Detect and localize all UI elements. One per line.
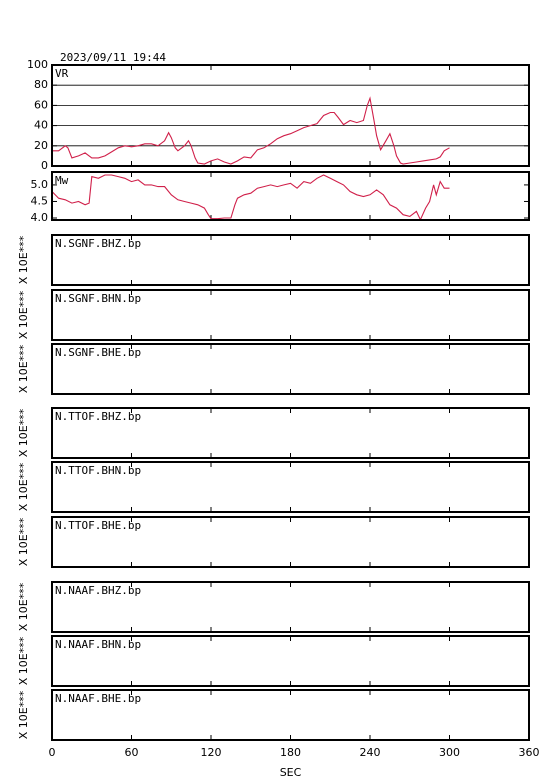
panel-frame: [51, 407, 530, 459]
panel-label: N.TTOF.BHN.bp: [55, 464, 141, 477]
panel-label: N.NAAF.BHE.bp: [55, 692, 141, 705]
x-tick-label: 0: [49, 746, 56, 759]
panel-frame: [51, 635, 530, 687]
y-axis-label: X 10E***: [17, 517, 30, 566]
panel-label: Mw: [55, 174, 69, 187]
y-axis-label: X 10E***: [17, 582, 30, 631]
data-line: [51, 174, 450, 222]
x-tick-label: 240: [360, 746, 381, 759]
panel-frame: [51, 289, 530, 341]
y-tick-label: 4.0: [31, 211, 49, 224]
panel-label: N.TTOF.BHE.bp: [55, 519, 141, 532]
y-tick-label: 60: [34, 98, 48, 111]
y-axis-label: X 10E***: [17, 462, 30, 511]
y-axis-label: X 10E***: [17, 235, 30, 284]
panel-label: VR: [55, 67, 69, 80]
panel-label: N.SGNF.BHZ.bp: [55, 237, 141, 250]
x-tick-label: 180: [280, 746, 301, 759]
panel-frame: [51, 171, 530, 221]
panel-label: N.SGNF.BHN.bp: [55, 292, 141, 305]
panel-frame: [51, 581, 530, 633]
panel-label: N.NAAF.BHZ.bp: [55, 584, 141, 597]
panel-frame: [51, 343, 530, 395]
panel-frame: [51, 234, 530, 286]
panel-label: N.TTOF.BHZ.bp: [55, 410, 141, 423]
x-axis-label: SEC: [280, 766, 302, 779]
y-tick-label: 20: [34, 139, 48, 152]
x-tick-label: 60: [125, 746, 139, 759]
y-tick-label: 5.0: [31, 178, 49, 191]
chart-title: 2023/09/11 19:44: [60, 51, 166, 64]
data-line: [52, 96, 450, 165]
panel-frame: [51, 689, 530, 741]
panel-frame: [51, 64, 530, 167]
y-axis-label: X 10E***: [17, 344, 30, 393]
panel-label: N.SGNF.BHE.bp: [55, 346, 141, 359]
y-tick-label: 4.5: [31, 194, 49, 207]
y-axis-label: X 10E***: [17, 290, 30, 339]
y-tick-label: 80: [34, 78, 48, 91]
y-tick-label: 0: [41, 159, 48, 172]
y-axis-label: X 10E***: [17, 408, 30, 457]
x-tick-label: 120: [201, 746, 222, 759]
panel-label: N.NAAF.BHN.bp: [55, 638, 141, 651]
panel-frame: [51, 516, 530, 568]
x-tick-label: 300: [439, 746, 460, 759]
y-axis-label: X 10E***: [17, 636, 30, 685]
panel-frame: [51, 461, 530, 513]
x-tick-label: 360: [519, 746, 540, 759]
y-tick-label: 40: [34, 119, 48, 132]
y-axis-label: X 10E***: [17, 690, 30, 739]
y-tick-label: 100: [27, 58, 48, 71]
